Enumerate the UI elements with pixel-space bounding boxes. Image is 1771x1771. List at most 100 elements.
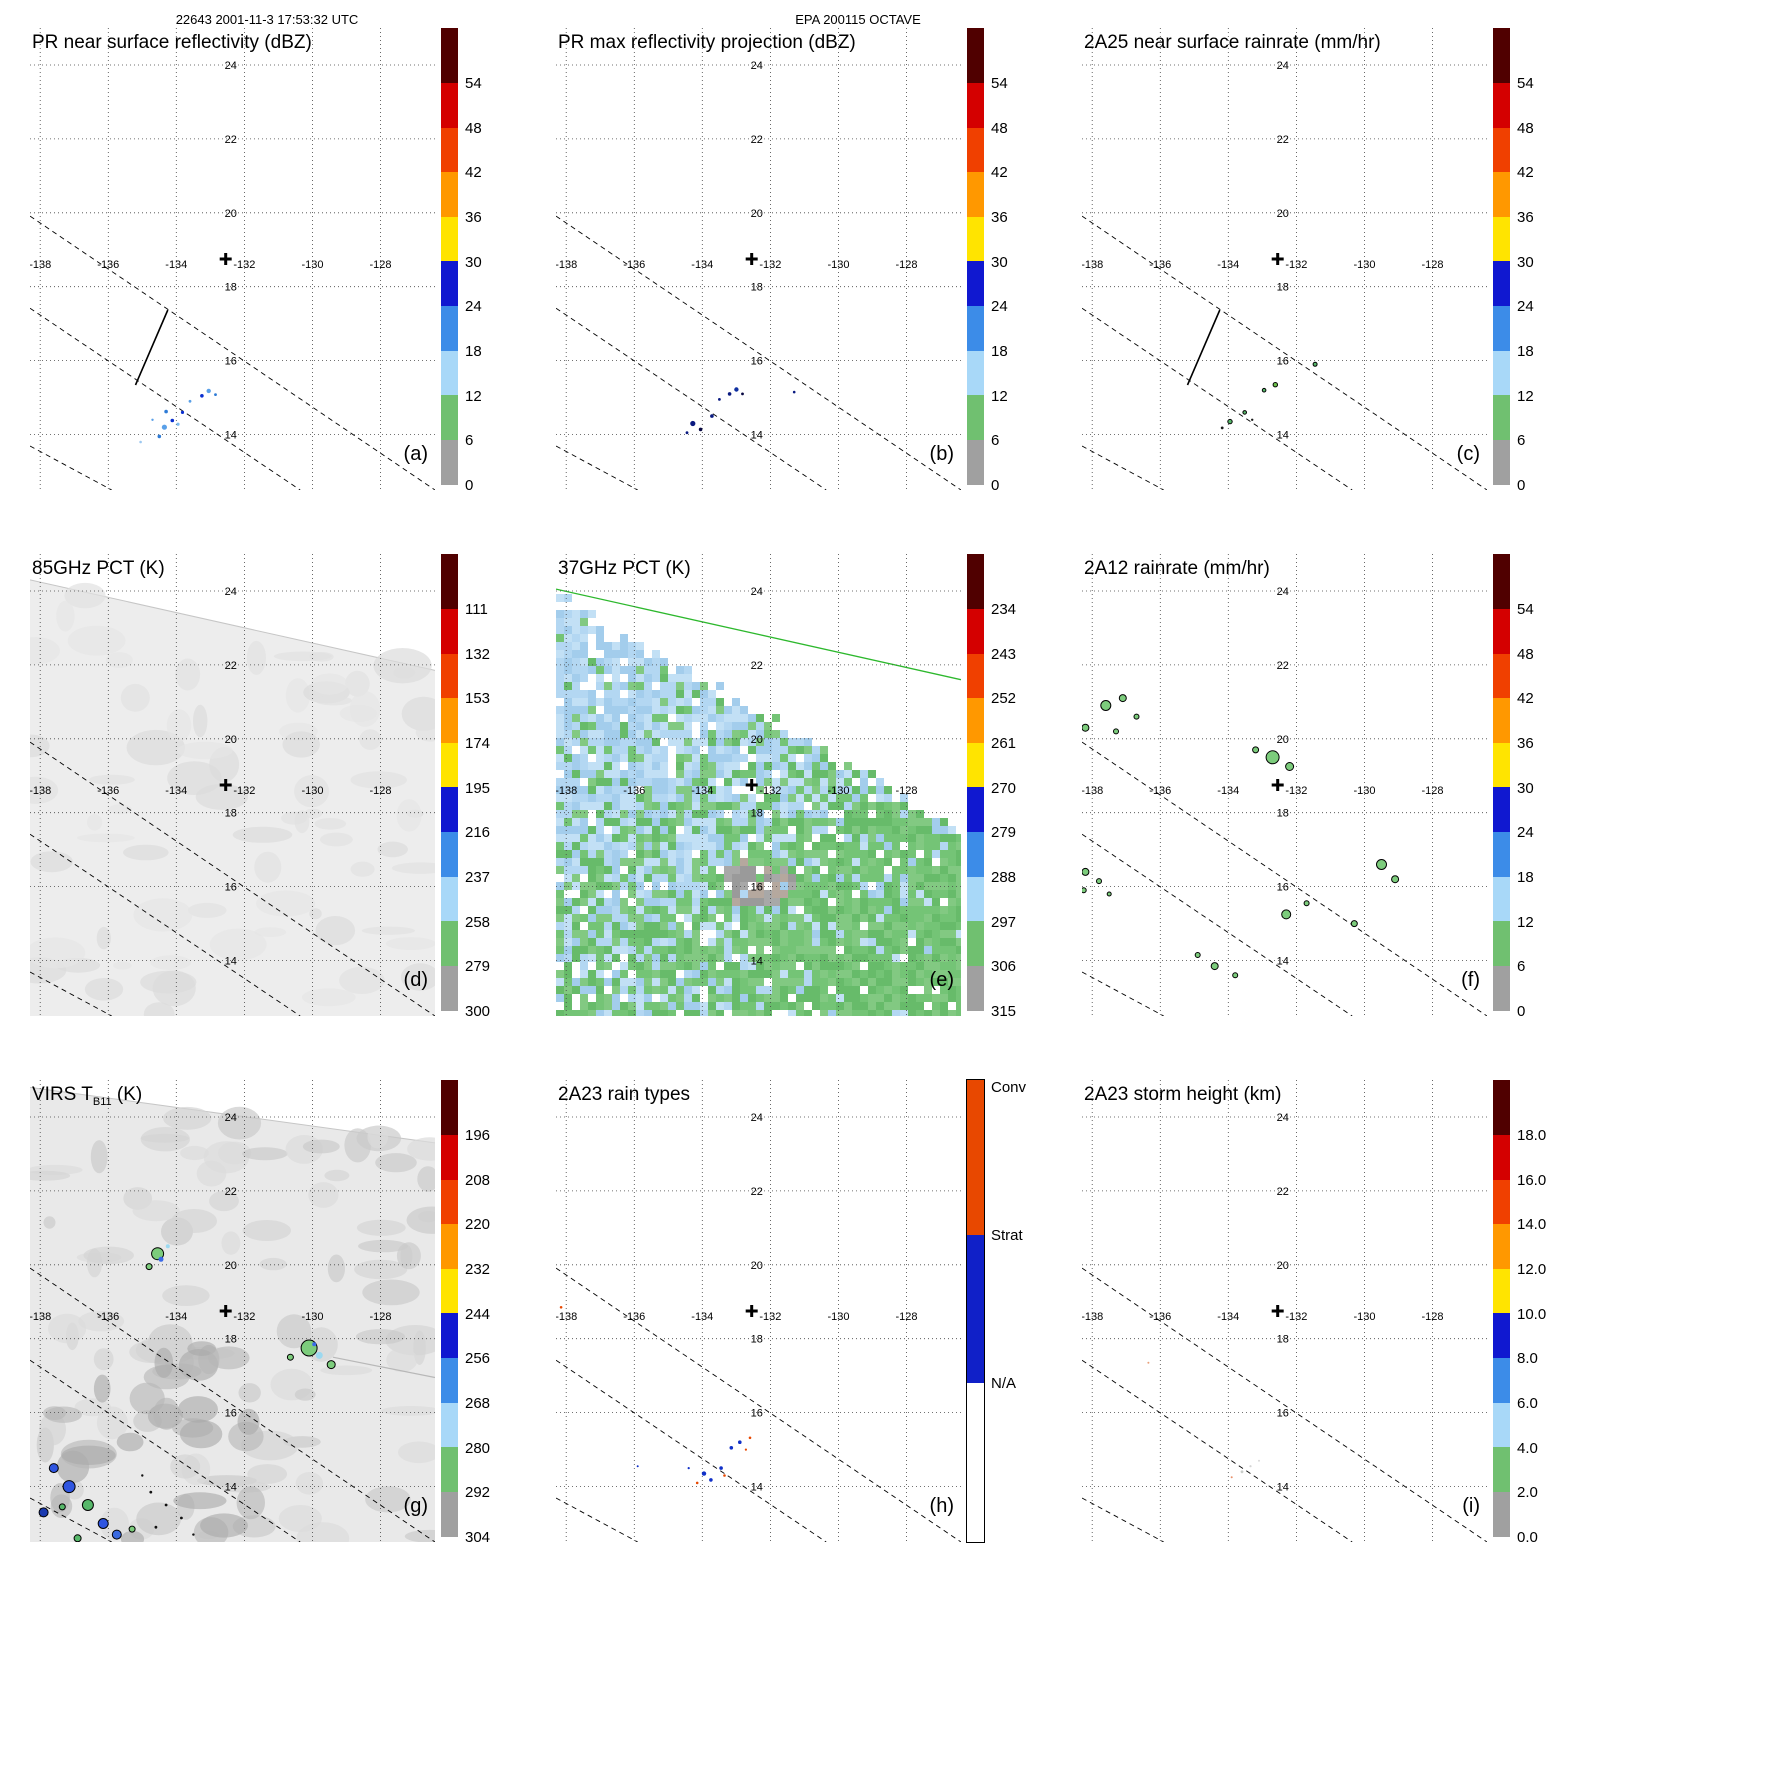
pixel-cell [740,994,748,1002]
pixel-cell [708,810,716,818]
pixel-cell [628,914,636,922]
pixel-cell [732,1002,740,1010]
pixel-cell [860,778,868,786]
lon-tick-label: -134 [165,785,187,797]
pixel-cell [692,738,700,746]
pixel-cell [668,794,676,802]
pixel-cell [692,818,700,826]
texture-blotch [89,774,135,785]
pixel-cell [612,802,620,810]
pixel-cell [716,810,724,818]
colorbar-band [1493,921,1510,967]
pixel-cell [756,938,764,946]
pixel-cell [708,786,716,794]
pixel-cell [652,658,660,666]
pixel-cell [732,866,740,874]
colorbar-tick-label: 14.0 [1517,1216,1547,1234]
colorbar-tick-label: 36 [465,208,482,226]
pixel-cell [588,690,596,698]
pixel-cell [900,866,908,874]
pixel-cell [684,994,692,1002]
pixel-cell [724,890,732,898]
pixel-cell [884,914,892,922]
pixel-cell [796,874,804,882]
pixel-cell [796,842,804,850]
pixel-cell [916,834,924,842]
pixel-cell [756,962,764,970]
pixel-cell [700,706,708,714]
pixel-cell [732,802,740,810]
pixel-cell [596,674,604,682]
pixel-cell [636,954,644,962]
pixel-cell [796,834,804,842]
colorbar-tick-label: 30 [465,253,482,271]
pixel-cell [884,794,892,802]
colorbar-band [441,1224,458,1270]
pixel-cell [612,1010,620,1016]
colorbar-band [441,1268,458,1314]
pixel-cell [604,898,612,906]
pixel-cell [588,802,596,810]
pixel-cell [684,730,692,738]
pixel-cell [860,834,868,842]
lat-tick-label: 18 [751,282,763,294]
pixel-cell [604,818,612,826]
pixel-cell [828,770,836,778]
pixel-cell [764,866,772,874]
pixel-cell [676,730,684,738]
pixel-cell [588,938,596,946]
pixel-cell [556,658,564,666]
pixel-cell [740,810,748,818]
pixel-cell [860,970,868,978]
data-blob [690,420,696,427]
pixel-cell [636,946,644,954]
pixel-cell [676,794,684,802]
pixel-cell [924,826,932,834]
pixel-cell [756,882,764,890]
pixel-cell [596,906,604,914]
pixel-cell [804,962,812,970]
data-blob [1096,878,1102,885]
pixel-cell [868,834,876,842]
pixel-cell [612,706,620,714]
texture-blotch [302,988,356,1007]
pixel-cell [868,826,876,834]
pixel-cell [892,930,900,938]
swath-texture [30,582,435,1016]
pixel-cell [956,938,961,946]
colorbar-band [967,876,984,922]
lon-tick-label: -132 [233,785,255,797]
pixel-cell [556,842,564,850]
pixel-cell [604,930,612,938]
pixel-cell [628,722,636,730]
colorbar-tick-label: 153 [465,690,491,708]
pixel-cell [636,874,644,882]
pixel-cell [732,850,740,858]
pixel-cell [668,970,676,978]
pixel-cell [596,978,604,986]
pixel-cell [580,746,588,754]
pixel-cell [612,714,620,722]
panel-title: 2A23 storm height (km) [1084,1084,1281,1108]
pixel-cell [628,978,636,986]
pixel-cell [804,762,812,770]
texture-blotch [74,1398,111,1417]
pixel-field [556,594,961,1016]
pixel-cell [556,898,564,906]
pixel-cell [684,850,692,858]
pixel-cell [748,738,756,746]
pixel-cell [692,858,700,866]
pixel-cell [692,802,700,810]
data-blob [164,1503,168,1507]
pixel-cell [772,810,780,818]
panel-i: -138 -136 -134 -132 -130 -128 14 16 18 20 22 24 (i) … [1052,1080,1578,1606]
pixel-cell [820,1002,828,1010]
pixel-cell [564,754,572,762]
colorbar-tick-labels: 111 132 153 174 195 216 237 258 279 300 [465,554,543,1020]
colorbar-band [441,395,458,441]
pixel-cell [572,842,580,850]
pixel-cell [700,1002,708,1010]
pixel-cell [716,858,724,866]
